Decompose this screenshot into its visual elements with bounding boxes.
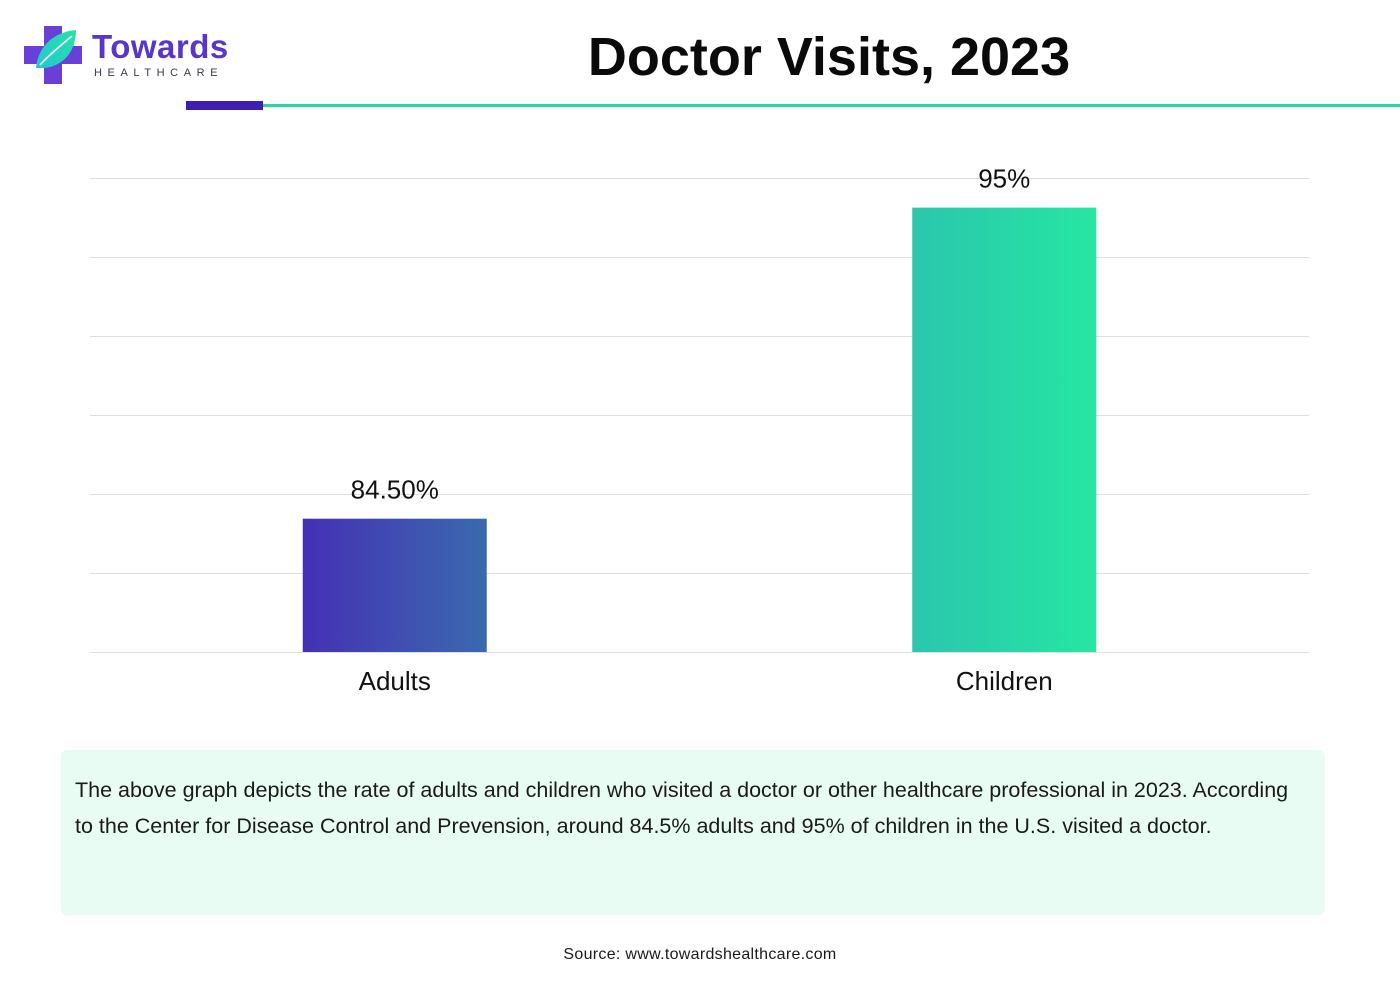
- data-label-adults: 84.50%: [351, 475, 439, 505]
- category-label-children: Children: [956, 666, 1053, 696]
- data-label-children: 95%: [978, 164, 1030, 194]
- description-text: The above graph depicts the rate of adul…: [75, 778, 1289, 838]
- bars: [302, 207, 1097, 652]
- bar-children: [912, 207, 1097, 652]
- brand-name: Towards: [92, 28, 229, 65]
- grid-lines: [90, 178, 1309, 653]
- header-rule-line: [263, 104, 1400, 107]
- medical-cross-leaf-icon: [24, 26, 82, 84]
- labels: 84.50% Adults 95% Children: [351, 164, 1053, 696]
- bar-chart-svg: 84.50% Adults 95% Children: [90, 164, 1309, 696]
- source-note: Source: www.towardshealthcare.com: [563, 946, 837, 963]
- category-label-adults: Adults: [359, 666, 431, 696]
- header-rule-accent: [186, 101, 263, 110]
- brand-logo: Towards HEALTHCARE: [22, 24, 252, 86]
- description-box: The above graph depicts the rate of adul…: [61, 750, 1325, 915]
- page-title: Doctor Visits, 2023: [587, 27, 1071, 87]
- brand-subtitle: HEALTHCARE: [94, 67, 224, 79]
- bar-chart: 84.50% Adults 95% Children: [0, 140, 1400, 710]
- bar-adults: [302, 518, 487, 652]
